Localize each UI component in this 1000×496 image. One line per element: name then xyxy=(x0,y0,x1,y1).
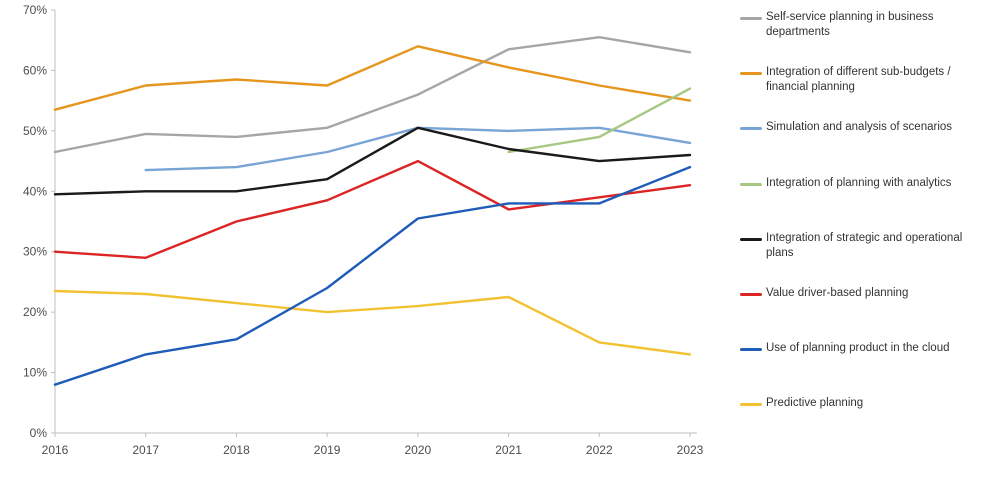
legend-item-simulation-scenarios: Simulation and analysis of scenarios xyxy=(740,120,992,175)
x-axis-label: 2018 xyxy=(223,443,250,457)
legend-label: Value driver-based planning xyxy=(766,286,909,299)
series-line-2 xyxy=(144,126,692,172)
x-axis-label: 2022 xyxy=(586,443,613,457)
series-line-1 xyxy=(53,45,692,111)
legend-swatch-icon xyxy=(740,127,762,131)
x-axis-label: 2023 xyxy=(677,443,704,457)
series-line-3 xyxy=(507,87,692,154)
legend-label: Simulation and analysis of scenarios xyxy=(766,121,953,134)
series-line-0 xyxy=(53,36,692,154)
legend-swatch-icon xyxy=(740,348,762,352)
legend: Self-service planning in business depart… xyxy=(740,10,992,452)
legend-swatch-icon xyxy=(740,403,762,407)
legend-item-cloud-planning-product: Use of planning product in the cloud xyxy=(740,341,992,396)
y-axis-label: 0% xyxy=(30,426,48,440)
series-line-5 xyxy=(53,159,692,259)
legend-item-self-service-planning: Self-service planning in business depart… xyxy=(740,10,992,65)
x-axis-label: 2019 xyxy=(314,443,341,457)
legend-label: Integration of different sub-budgets / f… xyxy=(766,66,951,94)
x-axis-label: 2017 xyxy=(132,443,159,457)
legend-swatch-icon xyxy=(740,72,762,76)
series-line-7 xyxy=(53,289,692,356)
legend-item-planning-analytics: Integration of planning with analytics xyxy=(740,176,992,231)
legend-label: Integration of strategic and operational… xyxy=(766,231,963,259)
legend-label: Use of planning product in the cloud xyxy=(766,342,950,355)
y-axis-label: 40% xyxy=(23,184,47,198)
x-axis-label: 2021 xyxy=(495,443,522,457)
y-axis-label: 70% xyxy=(23,3,47,17)
x-axis-label: 2016 xyxy=(42,443,69,457)
y-axis-label: 10% xyxy=(23,366,47,380)
y-axis-label: 60% xyxy=(23,63,47,77)
legend-item-sub-budgets-integration: Integration of different sub-budgets / f… xyxy=(740,65,992,120)
series-line-4 xyxy=(53,126,692,196)
legend-item-predictive-planning: Predictive planning xyxy=(740,396,992,451)
legend-item-value-driver-planning: Value driver-based planning xyxy=(740,286,992,341)
y-axis-label: 50% xyxy=(23,124,47,138)
legend-item-strategic-operational-plans: Integration of strategic and operational… xyxy=(740,231,992,286)
legend-swatch-icon xyxy=(740,17,762,20)
x-axis-label: 2020 xyxy=(405,443,432,457)
legend-swatch-icon xyxy=(740,182,762,186)
legend-label: Integration of planning with analytics xyxy=(766,176,952,189)
series-line-6 xyxy=(53,165,692,386)
legend-swatch-icon xyxy=(740,237,762,241)
legend-label: Self-service planning in business depart… xyxy=(766,11,934,38)
legend-swatch-icon xyxy=(740,292,762,296)
y-axis-label: 30% xyxy=(23,245,47,259)
y-axis-label: 20% xyxy=(23,305,47,319)
legend-label: Predictive planning xyxy=(766,397,864,410)
